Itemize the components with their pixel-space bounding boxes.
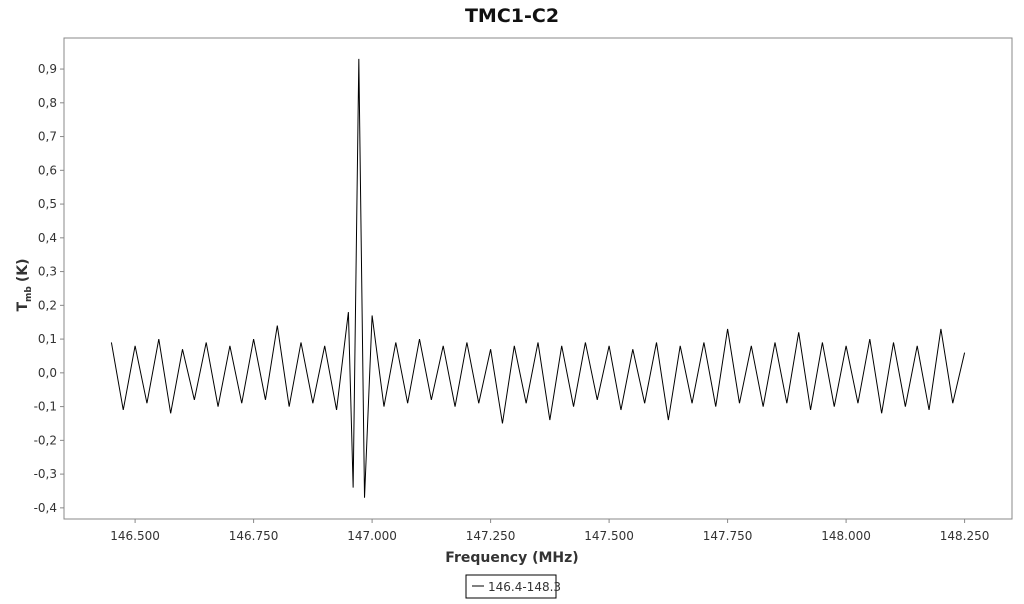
plot-frame: [63, 37, 1013, 520]
y-tick-label: 0,8: [38, 96, 57, 110]
x-axis-label: Frequency (MHz): [445, 550, 578, 566]
y-tick-label: 0,5: [38, 197, 57, 211]
x-tick-label: 147.750: [703, 529, 753, 543]
x-tick-label: 148.000: [821, 529, 871, 543]
y-label-main: T: [15, 302, 31, 312]
y-tick-label: -0,1: [34, 400, 57, 414]
y-label-sub: mb: [24, 286, 34, 302]
x-tick-label: 148.250: [940, 529, 990, 543]
chart-title: TMC1-C2: [465, 5, 559, 27]
y-tick-label: -0,2: [34, 433, 57, 447]
x-tick-label: 147.250: [466, 529, 516, 543]
y-tick-label: 0,2: [38, 298, 57, 312]
y-tick-label: -0,4: [34, 501, 57, 515]
y-tick-label: 0,4: [38, 231, 57, 245]
y-tick-label: 0,7: [38, 130, 57, 144]
x-tick-label: 146.500: [110, 529, 160, 543]
legend-label: 146.4-148.3: [488, 580, 561, 594]
y-label-unit: (K): [15, 258, 31, 282]
y-tick-label: -0,3: [34, 467, 57, 481]
spectrum-line: [110, 58, 966, 498]
legend-box: [465, 574, 557, 599]
y-tick-label: 0,3: [38, 265, 57, 279]
y-axis-label: Tmb (K): [15, 258, 34, 311]
y-tick-label: 0,1: [38, 332, 57, 346]
x-tick-label: 147.500: [584, 529, 634, 543]
y-tick-label: 0,0: [38, 366, 57, 380]
x-tick-label: 147.000: [347, 529, 397, 543]
y-tick-label: 0,6: [38, 163, 57, 177]
y-tick-label: 0,9: [38, 62, 57, 76]
x-tick-label: 146.750: [229, 529, 279, 543]
